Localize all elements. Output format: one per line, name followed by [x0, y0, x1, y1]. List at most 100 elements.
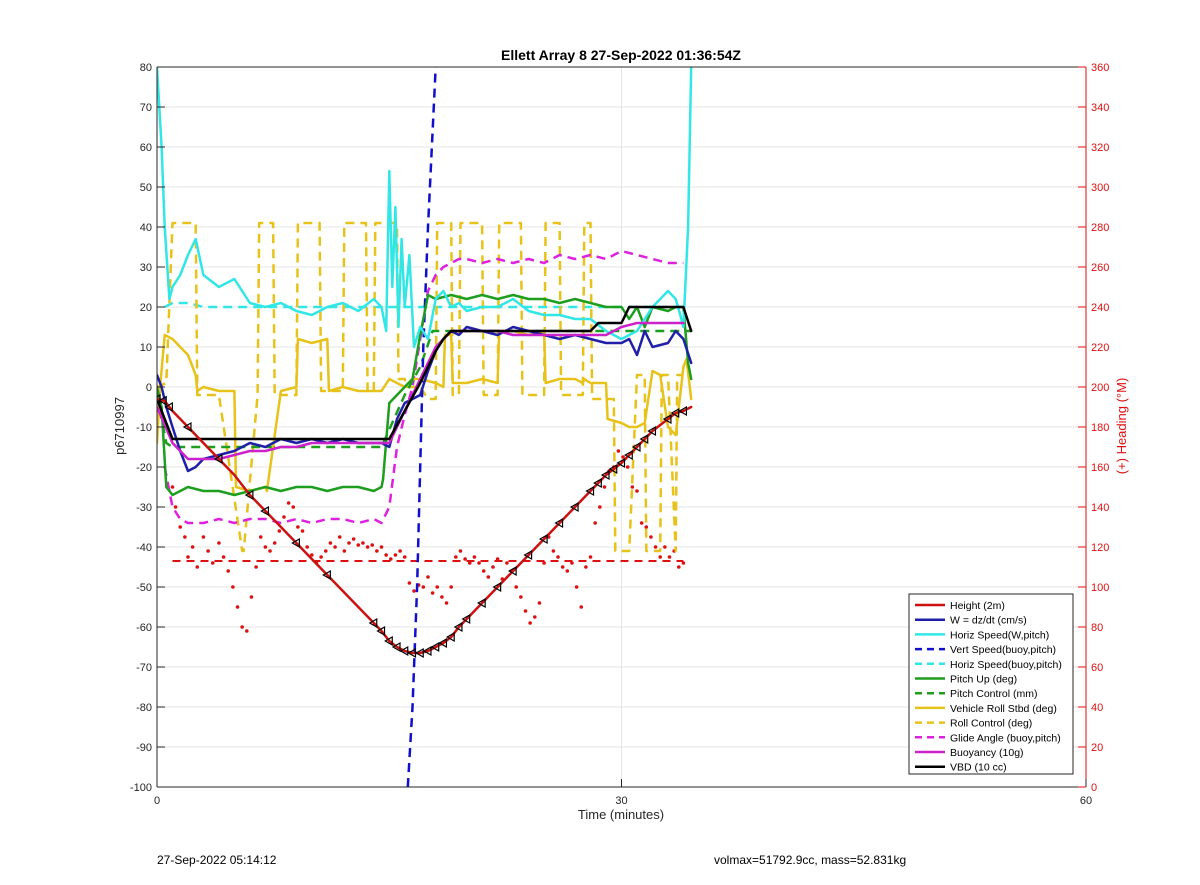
y2-tick-label: 260: [1091, 262, 1109, 274]
y-tick-label: -50: [136, 582, 152, 594]
legend: Height (2m) W = dz/dt (cm/s) Horiz Speed(W…: [908, 593, 1074, 775]
heading-point: [286, 501, 291, 505]
heading-point: [347, 541, 351, 545]
height-marker: [662, 413, 672, 425]
y2-axis-label: (+) Heading (°M): [1114, 378, 1129, 475]
height-marker: [569, 501, 579, 513]
heading-point: [449, 585, 453, 589]
heading-point: [440, 595, 444, 599]
y2-tick-label: 80: [1091, 622, 1103, 634]
heading-point: [365, 545, 370, 549]
heading-point: [379, 545, 384, 549]
height-marker: [639, 433, 649, 445]
height-marker: [244, 489, 254, 501]
series-line-7: [157, 329, 693, 493]
heading-point: [235, 605, 240, 609]
series-line-8: [157, 221, 684, 553]
heading-point: [454, 555, 458, 559]
heading-point: [328, 541, 333, 545]
axes-layer: 0 30 60-100-90-80-70-60-50-40-30-20-100102…: [130, 62, 1109, 807]
heading-point: [291, 505, 296, 509]
height-marker: [376, 625, 386, 637]
y-tick-label: 60: [140, 142, 152, 154]
height-marker: [430, 641, 440, 653]
y-tick-label: 40: [140, 222, 152, 234]
height-marker: [157, 393, 161, 405]
heading-point: [310, 553, 314, 557]
heading-point: [463, 557, 467, 561]
y2-tick-label: 340: [1091, 102, 1109, 114]
heading-point: [170, 485, 175, 489]
heading-point: [556, 555, 560, 559]
heading-point: [653, 545, 658, 549]
heading-point: [598, 505, 602, 509]
height-marker: [616, 457, 626, 469]
heading-point: [333, 545, 337, 549]
heading-point: [435, 585, 440, 589]
heading-point: [277, 529, 282, 533]
heading-point: [663, 545, 667, 549]
legend-box: [908, 593, 1074, 775]
x-tick-label: 30: [615, 795, 627, 807]
height-marker: [157, 395, 167, 406]
y-tick-label: -100: [130, 782, 152, 794]
height-marker: [422, 645, 432, 657]
heading-point: [393, 553, 398, 557]
heading-point: [421, 585, 426, 589]
heading-point: [430, 591, 435, 595]
height-marker: [678, 405, 688, 417]
y2-tick-label: 280: [1091, 222, 1109, 234]
legend-label: Horiz Speed(W,pitch): [950, 629, 1049, 641]
series-line-10: [157, 321, 685, 461]
series-line-4: [164, 301, 684, 309]
height-marker: [453, 621, 463, 633]
y-tick-label: -70: [136, 662, 152, 674]
heading-point: [407, 581, 412, 585]
heading-point: [186, 555, 190, 559]
legend-label: Roll Control (deg): [950, 718, 1032, 730]
heading-point: [579, 605, 584, 609]
y-tick-label: 70: [140, 102, 152, 114]
y-tick-label: -60: [136, 622, 152, 634]
heading-point: [477, 561, 481, 565]
y-tick-label: -20: [136, 462, 152, 474]
y2-tick-label: 140: [1091, 502, 1109, 514]
y-tick-label: 10: [140, 342, 152, 354]
height-marker: [291, 537, 300, 549]
heading-point: [625, 465, 630, 469]
y2-tick-label: 60: [1091, 662, 1103, 674]
y-tick-label: -40: [136, 542, 152, 554]
heading-point: [319, 555, 323, 559]
heading-point: [201, 535, 206, 539]
heading-point: [206, 549, 210, 553]
height-marker: [461, 613, 471, 625]
heading-point: [412, 589, 416, 593]
y-tick-label: 20: [140, 302, 152, 314]
legend-label: Horiz Speed(buoy,pitch): [950, 659, 1062, 671]
height-marker: [492, 581, 502, 593]
heading-point: [305, 545, 309, 549]
height-marker: [391, 641, 401, 653]
y2-tick-label: 100: [1091, 582, 1109, 594]
height-marker: [445, 631, 455, 643]
heading-point: [574, 585, 579, 589]
heading-point: [195, 565, 200, 569]
heading-point: [375, 549, 379, 553]
heading-point: [639, 521, 644, 525]
heading-point: [190, 545, 195, 549]
legend-label: Vert Speed(buoy,pitch): [950, 644, 1056, 656]
heading-point: [296, 525, 300, 529]
heading-point: [481, 569, 486, 573]
chart-title: Ellett Array 8 27-Sep-2022 01:36:54Z: [501, 47, 741, 63]
height-marker: [631, 441, 641, 453]
series-line-1: [157, 325, 693, 473]
y2-tick-label: 220: [1091, 342, 1109, 354]
y-axis-label: p6710997: [112, 397, 127, 455]
y-tick-label: -90: [136, 742, 152, 754]
heading-point: [361, 541, 365, 545]
height-marker: [608, 463, 618, 475]
heading-point: [337, 535, 342, 539]
series-group: [157, 67, 693, 787]
legend-label: Pitch Control (mm): [950, 688, 1038, 700]
heading-point: [384, 553, 388, 557]
